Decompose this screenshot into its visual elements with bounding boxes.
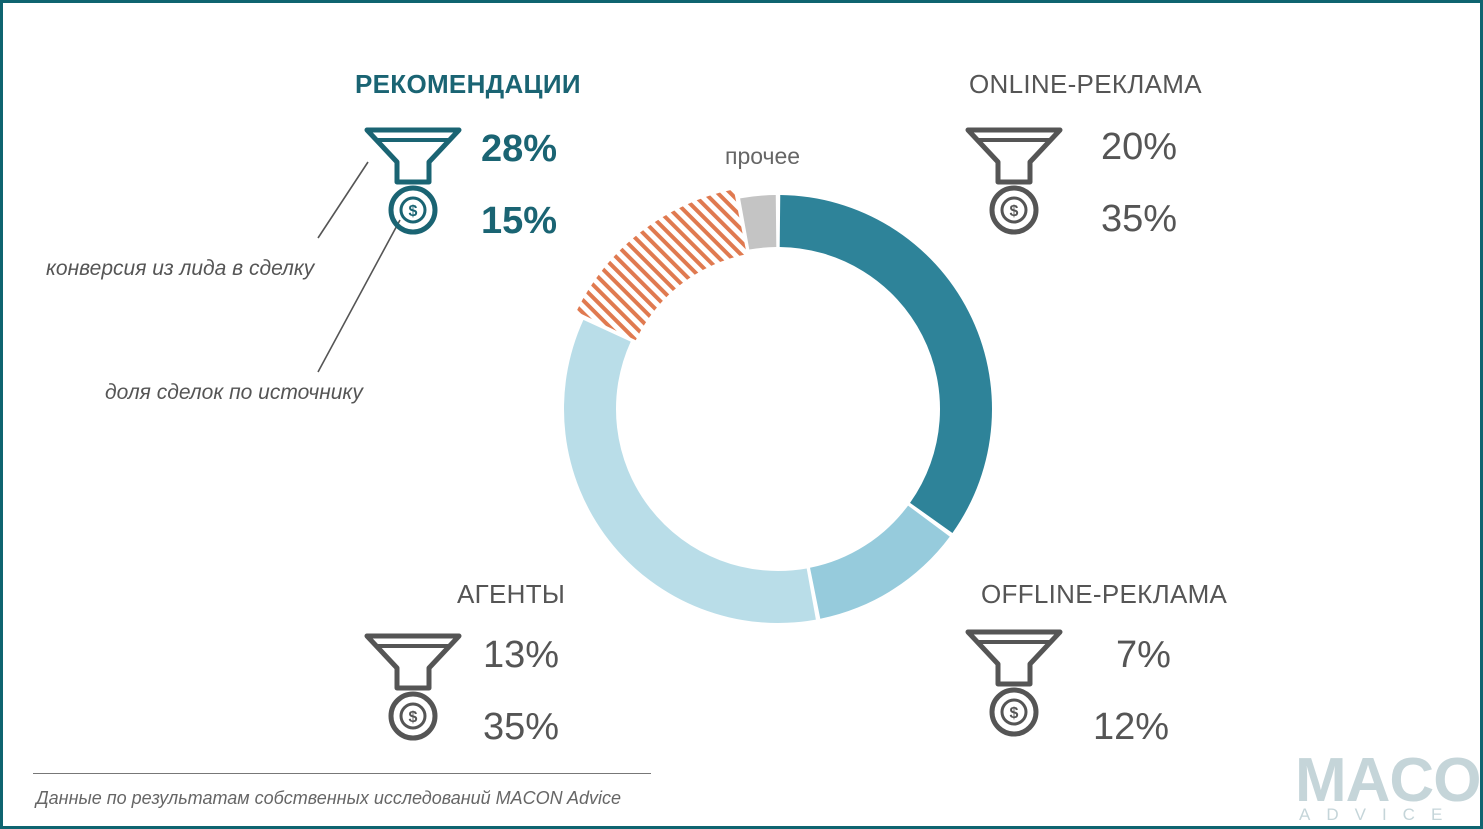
offline-ads-icons: $ <box>964 628 1064 748</box>
conversion-pointer-line <box>317 161 369 239</box>
online-ads-share: 35% <box>1101 198 1178 240</box>
conversion-note: конверсия из лида в сделку <box>46 257 315 280</box>
funnel-icon: $ <box>965 629 1063 737</box>
donut-segment-0 <box>779 195 992 533</box>
funnel-icon: $ <box>965 127 1063 235</box>
offline-ads-title: OFFLINE-РЕКЛАМА <box>981 579 1228 609</box>
svg-text:$: $ <box>409 709 418 726</box>
agents-icons: $ <box>363 632 463 752</box>
recommendations-share: 15% <box>481 200 558 242</box>
offline-ads-share: 12% <box>1093 706 1170 748</box>
dollar-coin-icon <box>388 185 438 235</box>
recommendations-conversion: 28% <box>481 128 558 170</box>
dollar-coin-icon <box>989 185 1039 235</box>
recommendations-title: РЕКОМЕНДАЦИИ <box>355 69 581 99</box>
share-pointer-line <box>317 219 401 373</box>
footer-source: Данные по результатам собственных исслед… <box>36 788 622 808</box>
logo-main-text: MACON <box>1295 746 1483 815</box>
annotation-lines <box>317 161 401 373</box>
donut-segment-2 <box>564 319 816 623</box>
online-ads-icons: $ <box>964 126 1064 246</box>
svg-text:$: $ <box>409 203 418 220</box>
logo-sub-text: ADVICE <box>1299 805 1459 824</box>
funnel-icon: $ <box>364 127 462 235</box>
svg-text:$: $ <box>1010 203 1019 220</box>
dollar-coin-icon <box>989 687 1039 737</box>
donut-segment-1 <box>810 505 950 619</box>
share-note: доля сделок по источнику <box>105 381 363 404</box>
recommendations-icons: $ <box>363 126 463 246</box>
funnel-icon: $ <box>364 633 462 741</box>
agents-share: 35% <box>483 706 560 748</box>
donut-segment-4 <box>740 195 777 250</box>
offline-ads-conversion: 7% <box>1116 634 1171 676</box>
others-label: прочее <box>725 143 801 169</box>
agents-title: АГЕНТЫ <box>457 579 566 609</box>
agents-conversion: 13% <box>483 634 560 676</box>
svg-text:$: $ <box>1010 705 1019 722</box>
footer-divider <box>33 773 651 774</box>
macon-logo: MACON ADVICE <box>1295 745 1483 829</box>
online-ads-conversion: 20% <box>1101 126 1178 168</box>
donut-segment-3 <box>576 189 747 341</box>
online-ads-title: ONLINE-РЕКЛАМА <box>969 69 1202 99</box>
dollar-coin-icon <box>388 691 438 741</box>
